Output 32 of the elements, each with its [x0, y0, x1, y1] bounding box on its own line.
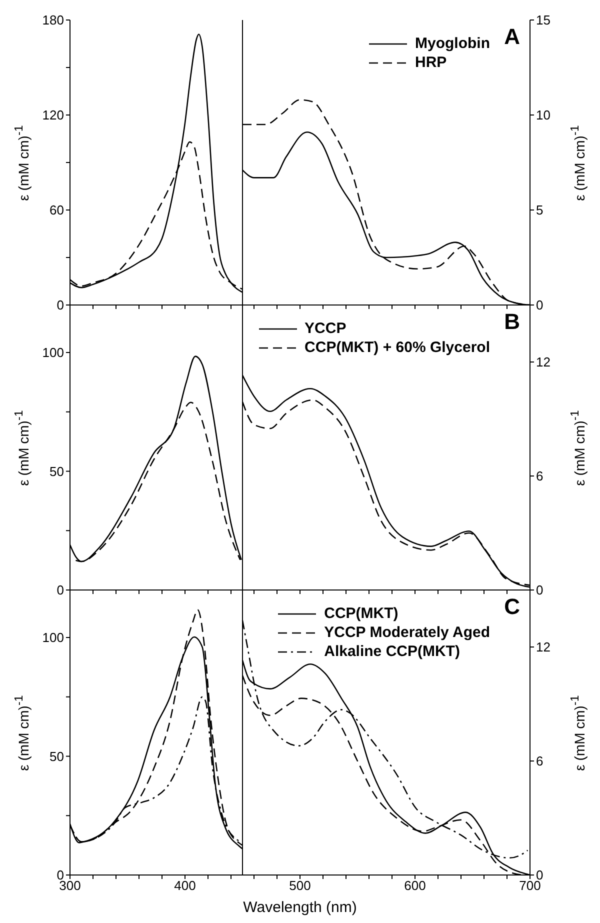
y-tick-label: 120: [42, 108, 64, 123]
y2-tick-label: 12: [536, 640, 550, 655]
y-tick-label: 100: [42, 345, 64, 360]
y2-tick-label: 12: [536, 354, 550, 370]
y2-tick-label: 0: [536, 582, 544, 598]
y2-tick-label: 10: [536, 108, 550, 123]
y-tick-label: 50: [50, 748, 64, 764]
legend-label: Alkaline CCP(MKT): [324, 643, 460, 660]
y-tick-label: 0: [56, 298, 64, 313]
y2-tick-label: 6: [536, 468, 544, 484]
chart-title: B: [504, 309, 520, 335]
chart-title: C: [504, 594, 520, 620]
y2-tick-label: 15: [536, 12, 550, 28]
x-axis-title: Wavelength (nm): [242, 899, 358, 916]
y-tick-label: 60: [50, 202, 64, 218]
y-tick-label: 100: [42, 630, 64, 646]
y2-tick-label: 0: [536, 298, 544, 313]
legend-label: CCP(MKT): [324, 605, 398, 622]
y-tick-label: 50: [50, 464, 64, 479]
x-tick-label: 400: [174, 878, 196, 894]
y-tick-label: 0: [56, 582, 64, 598]
legend-label: YCCP: [304, 320, 346, 337]
y2-tick-label: 6: [536, 754, 544, 769]
y-tick-label: 180: [42, 12, 64, 28]
legend-label: CCP(MKT) + 60% Glycerol: [304, 339, 490, 356]
x-tick-label: 500: [289, 878, 311, 894]
y2-tick-label: 5: [536, 202, 544, 218]
legend-label: HRP: [415, 54, 447, 71]
chart-title: A: [504, 24, 520, 50]
legend-label: Myoglobin: [415, 35, 490, 52]
x-tick-label: 600: [404, 878, 426, 894]
legend-label: YCCP Moderately Aged: [324, 624, 490, 641]
